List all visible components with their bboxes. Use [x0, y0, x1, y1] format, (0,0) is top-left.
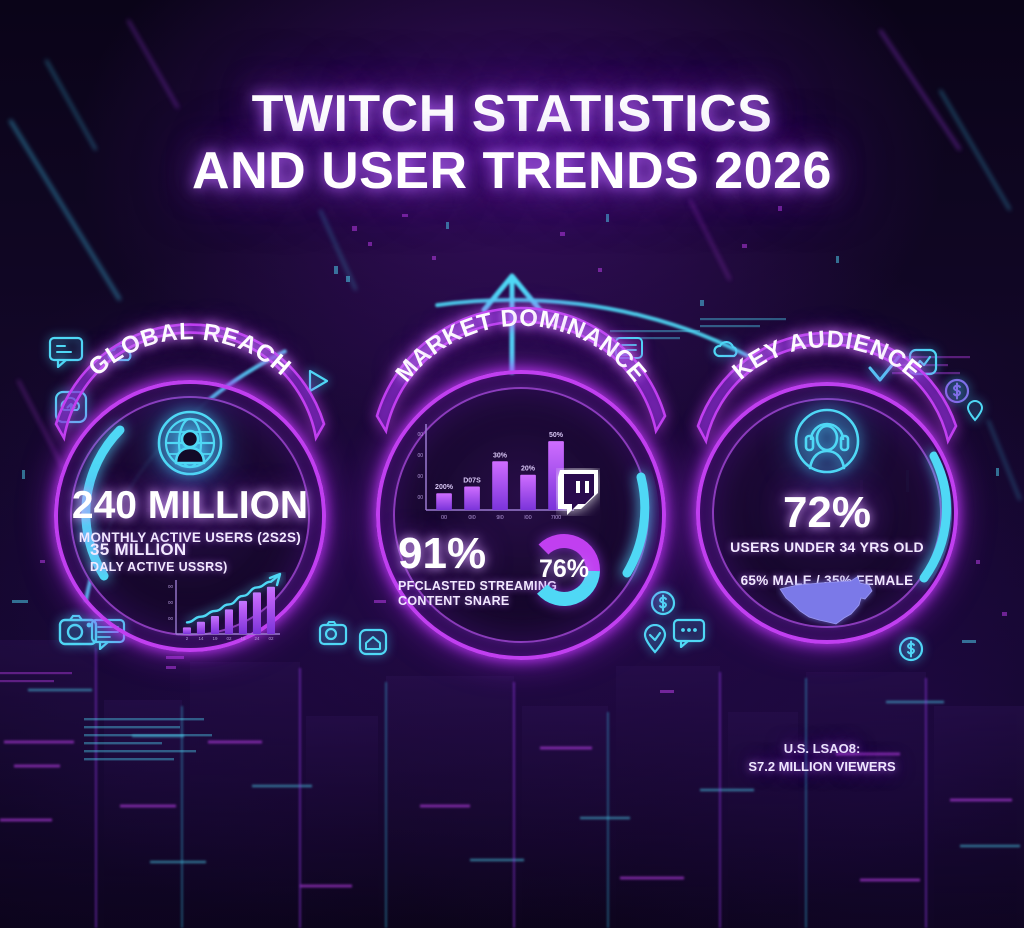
svg-text:00: 00 [417, 474, 423, 480]
svg-text:00: 00 [417, 432, 423, 438]
svg-text:20%: 20% [521, 466, 536, 473]
svg-text:D07S: D07S [463, 478, 481, 485]
play-triangle-icon [306, 368, 330, 394]
global-reach-bar-chart: 00 00 00 2 14 19 02 18 24 02 [168, 572, 282, 641]
global-reach-cyan-arc [81, 425, 125, 581]
camera-icon [58, 614, 98, 646]
chat-dots-icon [672, 618, 706, 648]
panel-key-audience[interactable]: KEY AUDIENCE 72% USERS UNDER 34 YRS OLD … [696, 326, 958, 644]
title-line-2: AND USER TRENDS 2026 [192, 142, 832, 200]
page-title: TWITCH STATISTICS AND USER TRENDS 2026 [0, 86, 1024, 200]
svg-text:00: 00 [417, 495, 423, 501]
market-dominance-big-value: 91% [398, 529, 487, 578]
us-stat-caption: U.S. LSAO8: S7.2 MILLION VIEWERS [712, 740, 932, 776]
svg-text:18: 18 [240, 636, 246, 641]
svg-text:00: 00 [417, 453, 423, 459]
svg-text:14: 14 [198, 636, 204, 641]
key-audience-gender-split: 65% MALE / 35% FEMALE [740, 573, 914, 588]
svg-text:02: 02 [268, 636, 274, 641]
home-icon [358, 628, 388, 656]
global-reach-big-value: 240 MILLION [71, 484, 309, 527]
svg-text:00: 00 [168, 616, 174, 621]
photo-icon [318, 620, 348, 646]
svg-text:00: 00 [168, 584, 174, 589]
chat-bubble-icon [48, 336, 84, 368]
panel-market-dominance[interactable]: MARKET DOMINANCE 00 00 00 00 200% D07S 30% 20%… [375, 304, 667, 660]
global-reach-secondary-value: 35 MILLION [90, 540, 187, 559]
svg-text:24: 24 [254, 636, 260, 641]
market-dominance-inner-disc [393, 387, 649, 643]
dollar-circle-icon [650, 590, 676, 616]
market-dominance-bar-chart: 00 00 00 00 200% D07S 30% 20% 50% 00 0l0 9l0 l00 7l… [417, 424, 574, 521]
svg-text:30%: 30% [493, 452, 508, 459]
us-map-icon [779, 576, 873, 625]
svg-text:02: 02 [226, 636, 232, 641]
market-dominance-outer-ring [376, 370, 666, 660]
global-reach-sub-label: MONTHLY ACTIVE USERS (2S2S) [78, 530, 302, 545]
market-dominance-badge: MARKET DOMINANCE [360, 304, 682, 435]
panel-global-reach[interactable]: GLOBAL REACH 240 MILLION MONTHLY ACTIVE … [54, 318, 326, 652]
market-dominance-sub-label-1: PFCLASTED STREAMING [398, 579, 558, 593]
caption-line-2: S7.2 MILLION VIEWERS [748, 759, 896, 774]
global-reach-outer-ring [54, 380, 326, 652]
key-audience-sub-label: USERS UNDER 34 YRS OLD [730, 539, 924, 555]
dollar-circle-icon-2 [944, 378, 970, 404]
key-audience-big-value: 72% [782, 488, 872, 537]
svg-text:2: 2 [186, 636, 189, 641]
svg-text:0l0: 0l0 [468, 515, 475, 521]
key-audience-cyan-arc [919, 451, 951, 583]
svg-text:00: 00 [168, 600, 174, 605]
location-pin-small-icon [966, 400, 984, 422]
key-audience-content: 72% USERS UNDER 34 YRS OLD 65% MALE / 35… [696, 488, 958, 588]
headset-user-icon [794, 408, 860, 474]
title-line-1: TWITCH STATISTICS [251, 85, 773, 143]
global-reach-content: 240 MILLION MONTHLY ACTIVE USERS (2S2S) [54, 484, 326, 545]
dollar-circle-icon-3 [898, 636, 924, 662]
svg-text:50%: 50% [549, 432, 564, 439]
market-dominance-sub-label-2: CONTENT SNARE [398, 594, 510, 608]
svg-text:7l00: 7l00 [551, 515, 561, 521]
cloud-small-icon [712, 338, 742, 360]
twitch-glitch-icon [558, 470, 598, 515]
svg-text:l00: l00 [524, 515, 531, 521]
location-pin-icon [642, 624, 668, 654]
svg-text:00: 00 [441, 515, 447, 521]
donut-center-label: 76% [539, 555, 589, 583]
global-reach-secondary-label: DALY ACTIVE USSRS) [90, 560, 228, 574]
svg-text:200%: 200% [435, 484, 454, 491]
globe-person-icon [157, 410, 223, 476]
caption-line-1: U.S. LSAO8: [783, 741, 861, 756]
key-audience-outer-ring [696, 382, 958, 644]
svg-text:19: 19 [212, 636, 218, 641]
global-reach-secondary: 35 MILLION DALY ACTIVE USSRS) [90, 540, 228, 574]
market-dominance-cyan-arc [622, 472, 650, 578]
svg-text:9l0: 9l0 [496, 515, 503, 521]
market-dominance-stat: 91% PFCLASTED STREAMING CONTENT SNARE [398, 532, 557, 609]
market-dominance-donut-chart: 76% [537, 533, 600, 606]
